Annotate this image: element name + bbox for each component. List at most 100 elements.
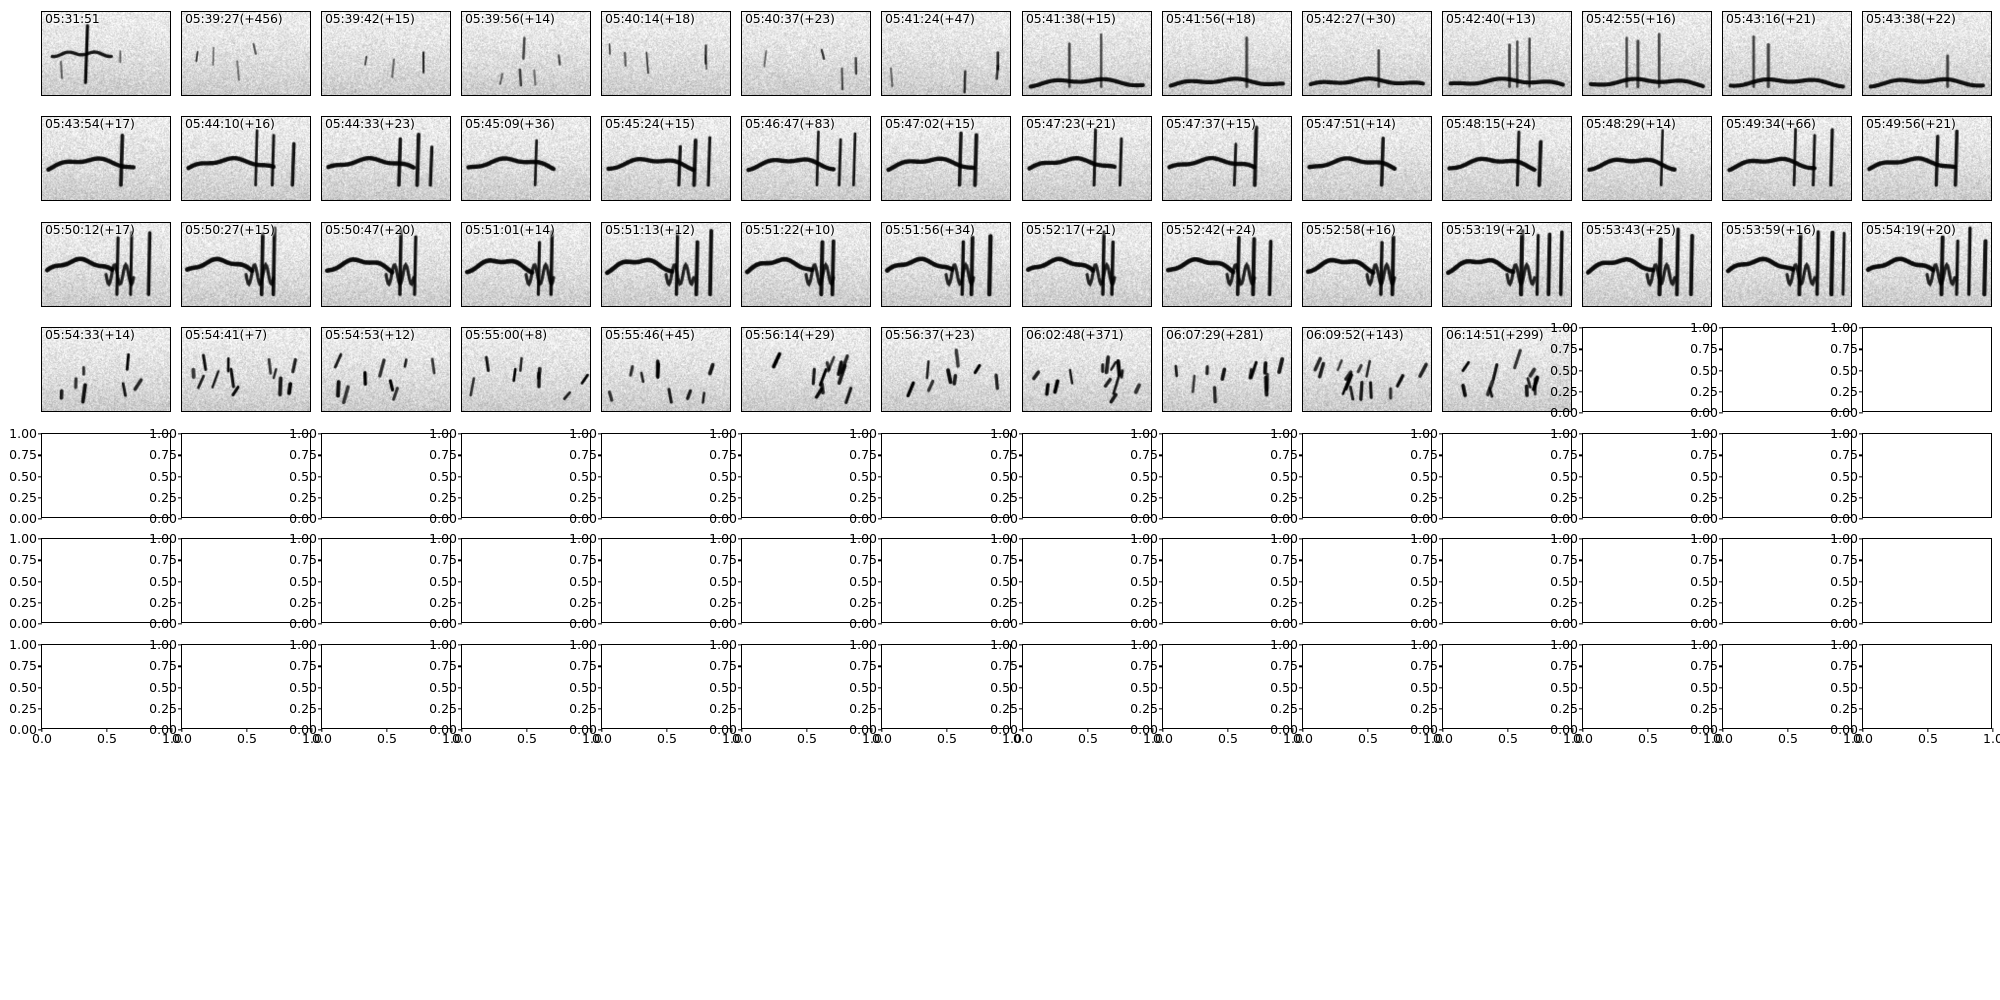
spectrogram-panel[interactable]: 06:02:48(+371) [1022, 327, 1152, 412]
empty-axes[interactable]: 0.00 0.25 0.50 0.75 1.00 0.0 0.5 1.0 [149, 638, 322, 745]
empty-axes[interactable]: 0.00 0.25 0.50 0.75 1.00 0.0 0.5 1.0 [849, 638, 1022, 745]
spectrogram-panel[interactable]: 05:52:17(+21) [1022, 222, 1152, 307]
spectrogram-panel[interactable]: 05:50:27(+15) [181, 222, 311, 307]
spectrogram-panel[interactable]: 05:50:12(+17) [41, 222, 171, 307]
empty-axes[interactable]: 0.00 0.25 0.50 0.75 1.00 0.0 0.5 1.0 [569, 638, 742, 745]
empty-axes[interactable]: 0.00 0.25 0.50 0.75 1.00 [1830, 321, 1992, 419]
empty-axes[interactable]: 0.00 0.25 0.50 0.75 1.00 [429, 532, 591, 630]
empty-axes[interactable]: 0.00 0.25 0.50 0.75 1.00 [849, 427, 1011, 525]
spectrogram-panel[interactable]: 05:40:14(+18) [601, 11, 731, 96]
spectrogram-panel[interactable]: 06:09:52(+143) [1302, 327, 1432, 412]
spectrogram-panel[interactable]: 05:51:56(+34) [881, 222, 1011, 307]
spectrogram-panel[interactable]: 05:47:02(+15) [881, 116, 1011, 201]
spectrogram-panel[interactable]: 05:42:40(+13) [1442, 11, 1572, 96]
empty-axes[interactable]: 0.00 0.25 0.50 0.75 1.00 [1130, 427, 1292, 525]
spectrogram-panel[interactable]: 05:41:24(+47) [881, 11, 1011, 96]
spectrogram-panel[interactable]: 05:51:22(+10) [741, 222, 871, 307]
empty-axes[interactable]: 0.00 0.25 0.50 0.75 1.00 [149, 427, 311, 525]
empty-axes[interactable]: 0.00 0.25 0.50 0.75 1.00 [9, 532, 171, 630]
empty-axes[interactable]: 0.00 0.25 0.50 0.75 1.00 0.0 0.5 1.0 [289, 638, 462, 745]
spectrogram-panel[interactable]: 05:39:27(+456) [181, 11, 311, 96]
spectrogram-panel[interactable]: 05:55:00(+8) [461, 327, 591, 412]
empty-axes[interactable]: 0.00 0.25 0.50 0.75 1.00 [569, 532, 731, 630]
spectrogram-panel[interactable]: 05:43:16(+21) [1722, 11, 1852, 96]
empty-axes[interactable]: 0.00 0.25 0.50 0.75 1.00 [1410, 532, 1572, 630]
empty-axes[interactable]: 0.00 0.25 0.50 0.75 1.00 0.0 0.5 1.0 [990, 638, 1163, 745]
spectrogram-panel[interactable]: 05:45:09(+36) [461, 116, 591, 201]
spectrogram-panel[interactable]: 05:46:47(+83) [741, 116, 871, 201]
empty-axes[interactable]: 0.00 0.25 0.50 0.75 1.00 [709, 427, 871, 525]
spectrogram-panel[interactable]: 05:39:42(+15) [321, 11, 451, 96]
empty-axes[interactable]: 0.00 0.25 0.50 0.75 1.00 0.0 0.5 1.0 [1830, 638, 2000, 745]
spectrogram-panel[interactable]: 05:48:15(+24) [1442, 116, 1572, 201]
spectrogram-panel[interactable]: 05:52:42(+24) [1162, 222, 1292, 307]
spectrogram-panel[interactable]: 05:44:10(+16) [181, 116, 311, 201]
empty-axes[interactable]: 0.00 0.25 0.50 0.75 1.00 [709, 532, 871, 630]
empty-axes[interactable]: 0.00 0.25 0.50 0.75 1.00 0.0 0.5 1.0 [1270, 638, 1443, 745]
spectrogram-panel[interactable]: 05:54:33(+14) [41, 327, 171, 412]
empty-axes[interactable]: 0.00 0.25 0.50 0.75 1.00 [1550, 427, 1712, 525]
spectrogram-panel[interactable]: 05:40:37(+23) [741, 11, 871, 96]
empty-axes[interactable]: 0.00 0.25 0.50 0.75 1.00 [1690, 532, 1852, 630]
spectrogram-panel[interactable]: 05:39:56(+14) [461, 11, 591, 96]
empty-axes[interactable]: 0.00 0.25 0.50 0.75 1.00 [1830, 532, 1992, 630]
spectrogram-panel[interactable]: 05:49:56(+21) [1862, 116, 1992, 201]
spectrogram-panel[interactable]: 05:54:53(+12) [321, 327, 451, 412]
y-tick-label: 0.00 [849, 616, 877, 631]
spectrogram-panel[interactable]: 05:53:43(+25) [1582, 222, 1712, 307]
spectrogram-panel[interactable]: 05:54:19(+20) [1862, 222, 1992, 307]
spectrogram-panel[interactable]: 06:07:29(+281) [1162, 327, 1292, 412]
spectrogram-panel[interactable]: 06:14:51(+299) [1442, 327, 1572, 412]
spectrogram-panel[interactable]: 05:41:56(+18) [1162, 11, 1292, 96]
spectrogram-panel[interactable]: 05:50:47(+20) [321, 222, 451, 307]
spectrogram-panel[interactable]: 05:51:01(+14) [461, 222, 591, 307]
spectrogram-panel[interactable]: 05:53:19(+21) [1442, 222, 1572, 307]
empty-axes[interactable]: 0.00 0.25 0.50 0.75 1.00 [1690, 321, 1852, 419]
empty-axes[interactable]: 0.00 0.25 0.50 0.75 1.00 [1830, 427, 1992, 525]
spectrogram-panel[interactable]: 05:44:33(+23) [321, 116, 451, 201]
spectrogram-panel[interactable]: 05:41:38(+15) [1022, 11, 1152, 96]
empty-axes[interactable]: 0.00 0.25 0.50 0.75 1.00 [1130, 532, 1292, 630]
spectrogram-panel[interactable]: 05:53:59(+16) [1722, 222, 1852, 307]
empty-axes[interactable]: 0.00 0.25 0.50 0.75 1.00 [289, 532, 451, 630]
spectrogram-panel[interactable]: 05:47:37(+15) [1162, 116, 1292, 201]
spectrogram-panel[interactable]: 05:52:58(+16) [1302, 222, 1432, 307]
empty-axes[interactable]: 0.00 0.25 0.50 0.75 1.00 0.0 0.5 1.0 [9, 638, 182, 745]
empty-axes[interactable]: 0.00 0.25 0.50 0.75 1.00 0.0 0.5 1.0 [1410, 638, 1583, 745]
empty-axes[interactable]: 0.00 0.25 0.50 0.75 1.00 0.0 0.5 1.0 [1130, 638, 1303, 745]
empty-axes[interactable]: 0.00 0.25 0.50 0.75 1.00 [1690, 427, 1852, 525]
spectrogram-panel[interactable]: 05:43:54(+17) [41, 116, 171, 201]
empty-axes[interactable]: 0.00 0.25 0.50 0.75 1.00 [9, 427, 171, 525]
spectrogram-panel[interactable]: 05:55:46(+45) [601, 327, 731, 412]
spectrogram-panel[interactable]: 05:45:24(+15) [601, 116, 731, 201]
empty-axes[interactable]: 0.00 0.25 0.50 0.75 1.00 [149, 532, 311, 630]
empty-axes[interactable]: 0.00 0.25 0.50 0.75 1.00 [849, 532, 1011, 630]
empty-axes[interactable]: 0.00 0.25 0.50 0.75 1.00 0.0 0.5 1.0 [1690, 638, 1863, 745]
empty-axes[interactable]: 0.00 0.25 0.50 0.75 1.00 [1270, 532, 1432, 630]
empty-axes[interactable]: 0.00 0.25 0.50 0.75 1.00 [289, 427, 451, 525]
empty-axes[interactable]: 0.00 0.25 0.50 0.75 1.00 [1550, 532, 1712, 630]
spectrogram-panel[interactable]: 05:49:34(+66) [1722, 116, 1852, 201]
spectrogram-panel[interactable]: 05:47:23(+21) [1022, 116, 1152, 201]
spectrogram-panel[interactable]: 05:31:51 [41, 11, 171, 96]
spectrogram-panel[interactable]: 05:42:55(+16) [1582, 11, 1712, 96]
spectrogram-panel[interactable]: 05:54:41(+7) [181, 327, 311, 412]
spectrogram-panel[interactable]: 05:42:27(+30) [1302, 11, 1432, 96]
empty-axes[interactable]: 0.00 0.25 0.50 0.75 1.00 0.0 0.5 1.0 [1550, 638, 1723, 745]
spectrogram-panel[interactable]: 05:51:13(+12) [601, 222, 731, 307]
spectrogram-panel[interactable]: 05:47:51(+14) [1302, 116, 1432, 201]
empty-axes[interactable]: 0.00 0.25 0.50 0.75 1.00 [429, 427, 591, 525]
empty-axes[interactable]: 0.00 0.25 0.50 0.75 1.00 0.0 0.5 1.0 [709, 638, 882, 745]
spectrogram-panel[interactable]: 05:56:37(+23) [881, 327, 1011, 412]
spectrogram-panel[interactable]: 05:43:38(+22) [1862, 11, 1992, 96]
empty-axes[interactable]: 0.00 0.25 0.50 0.75 1.00 0.0 0.5 1.0 [429, 638, 602, 745]
empty-axes[interactable]: 0.00 0.25 0.50 0.75 1.00 [1410, 427, 1572, 525]
empty-axes[interactable]: 0.00 0.25 0.50 0.75 1.00 [569, 427, 731, 525]
spectrogram-panel[interactable]: 05:48:29(+14) [1582, 116, 1712, 201]
empty-axes[interactable]: 0.00 0.25 0.50 0.75 1.00 [990, 427, 1152, 525]
empty-axes[interactable]: 0.00 0.25 0.50 0.75 1.00 [1270, 427, 1432, 525]
spectrogram-panel[interactable]: 05:56:14(+29) [741, 327, 871, 412]
x-tick-label: 0.0 [1433, 731, 1453, 746]
empty-axes[interactable]: 0.00 0.25 0.50 0.75 1.00 [990, 532, 1152, 630]
empty-axes[interactable]: 0.00 0.25 0.50 0.75 1.00 [1550, 321, 1712, 419]
